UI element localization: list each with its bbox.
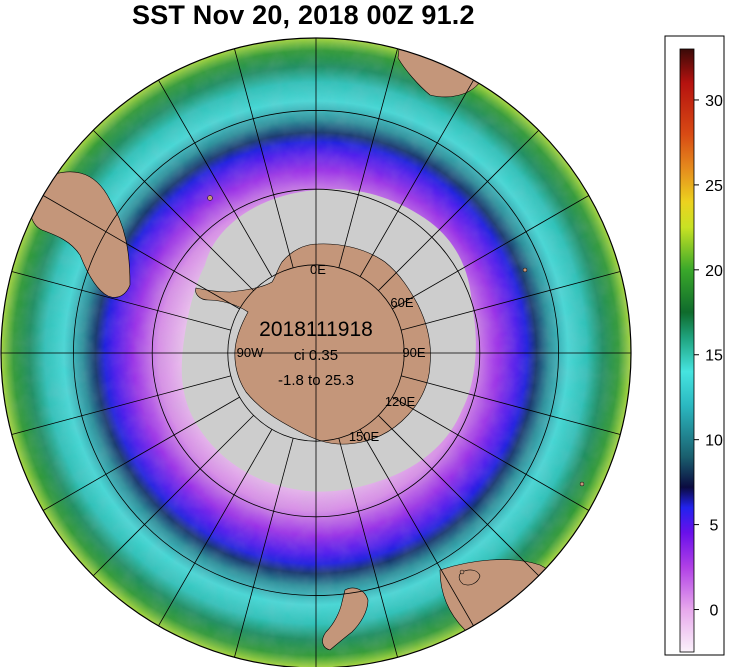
island <box>459 569 465 575</box>
meridian-line <box>378 415 540 577</box>
meridian-line <box>43 195 240 310</box>
colorbar-tick-label: 0 <box>710 603 719 620</box>
graticule <box>1 38 631 667</box>
meridian-line <box>234 48 294 268</box>
meridian-line <box>158 429 273 626</box>
meridian-line <box>11 375 231 435</box>
center-date-label: 2018111918 <box>259 318 373 341</box>
island <box>579 481 585 487</box>
meridian-label-90w: 90W <box>237 345 264 360</box>
colorbar-tick-label: 5 <box>710 518 719 535</box>
meridian-line <box>92 415 254 577</box>
center-ci-label: ci 0.35 <box>294 347 338 364</box>
map-title: SST Nov 20, 2018 00Z 91.2 <box>132 0 475 30</box>
meridian-line <box>392 396 589 511</box>
meridian-line <box>378 129 540 291</box>
colorbar-tick-label: 15 <box>705 348 723 365</box>
meridian-line <box>158 80 273 277</box>
meridian-line <box>92 129 254 291</box>
meridian-line <box>43 396 240 511</box>
meridian-line <box>234 438 294 658</box>
meridian-line <box>401 375 621 435</box>
meridian-line <box>392 195 589 310</box>
island <box>522 267 528 273</box>
meridian-label-90e: 90E <box>402 345 425 360</box>
map-border <box>0 37 632 667</box>
meridian-line <box>359 80 474 277</box>
tasmania <box>458 569 481 586</box>
colorbar-tick-label: 25 <box>705 178 723 195</box>
meridian-line <box>338 48 398 268</box>
meridian-label-120e: 120E <box>385 394 416 409</box>
island <box>207 195 213 201</box>
meridian-line <box>338 438 398 658</box>
antarctica <box>195 243 431 445</box>
meridian-line <box>401 271 621 331</box>
meridian-label-0e: 0E <box>310 262 326 277</box>
colorbar-tick-label: 10 <box>705 433 723 450</box>
colorbar-gradient <box>679 48 695 653</box>
meridian-line <box>11 271 231 331</box>
colorbar-tick-label: 30 <box>705 93 723 110</box>
new-zealand <box>322 587 369 651</box>
meridian-label-150e: 150E <box>349 429 380 444</box>
meridian-line <box>359 429 474 626</box>
colorbar-frame <box>664 35 725 656</box>
center-range-label: -1.8 to 25.3 <box>278 372 354 389</box>
south-america <box>30 171 131 298</box>
colorbar-tick-label: 20 <box>705 263 723 280</box>
meridian-label-60e: 60E <box>390 295 413 310</box>
